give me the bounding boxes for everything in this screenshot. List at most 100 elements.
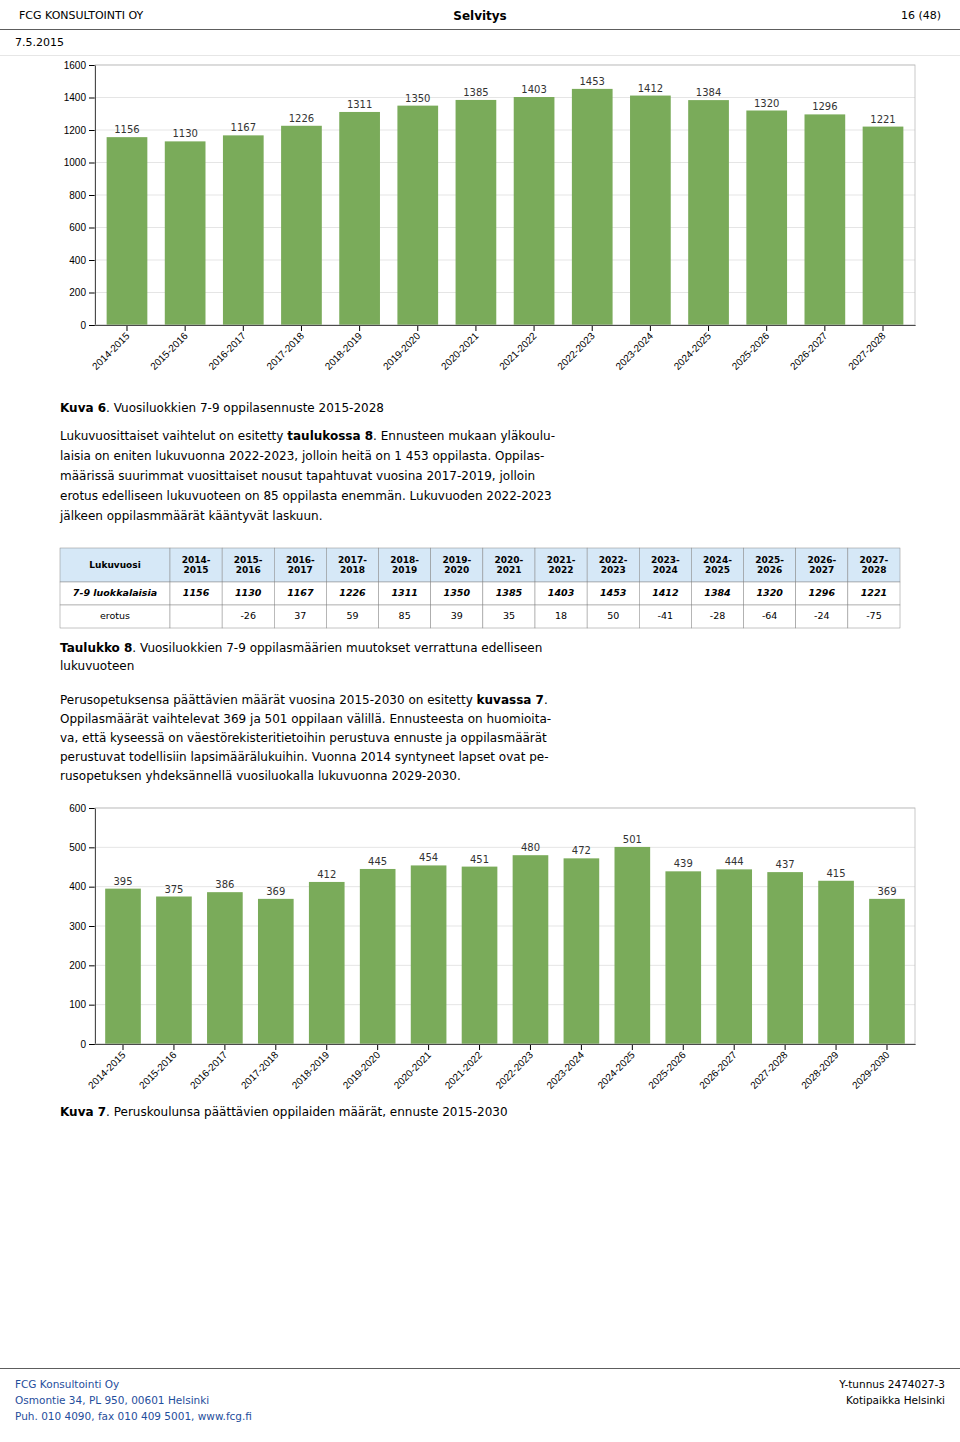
caption: Kuva 7. Peruskoulunsa päättävien oppilai… <box>60 1105 508 1119</box>
caption: lukuvuoteen <box>60 659 134 673</box>
table-header-cell <box>796 548 848 582</box>
y-tick-label: 300 <box>69 921 86 932</box>
x-tick: 2024-2025 <box>595 1044 637 1091</box>
data-label: 375 <box>164 884 183 895</box>
x-tick-mark <box>836 1044 837 1050</box>
x-tick: 2016-2017 <box>206 325 248 372</box>
x-tick-label: 2015-2016 <box>148 330 190 372</box>
table-header-line: 2017- <box>338 555 367 565</box>
bold-run: Kuva 6 <box>60 401 106 415</box>
y-tick: 500 <box>69 842 95 853</box>
y-axis: 0100200300400500600 <box>69 803 95 1050</box>
table-header-line: 2020 <box>444 564 469 574</box>
table-header-line: 2021 <box>496 564 521 574</box>
x-tick-label: 2022-2023 <box>493 1049 535 1091</box>
data-label: 1385 <box>463 87 488 98</box>
x-tick: 2015-2016 <box>137 1044 179 1091</box>
table-cell-text: -75 <box>866 610 882 621</box>
background <box>0 0 960 1442</box>
footer-right: Kotipaikka Helsinki <box>846 1394 945 1406</box>
x-tick-mark <box>475 325 476 331</box>
page: FCG KONSULTOINTI OYSelvitys16 (48)7.5.20… <box>0 0 960 1442</box>
caption: Taulukko 8. Vuosiluokkien 7-9 oppilasmää… <box>60 641 542 655</box>
x-tick: 2025-2026 <box>646 1044 688 1091</box>
table-header-cell <box>639 548 691 582</box>
data-labels: 1156113011671226131113501385140314531412… <box>114 76 895 139</box>
grid-line <box>95 97 915 98</box>
footer-left: Osmontie 34, PL 950, 00601 Helsinki <box>15 1394 209 1406</box>
x-tick: 2015-2016 <box>148 325 190 372</box>
table-cell-text: 59 <box>346 610 358 621</box>
data-label: 1453 <box>580 76 605 87</box>
x-tick-mark <box>683 1044 684 1050</box>
x-tick-label: 2018-2019 <box>323 330 365 372</box>
header-right: 16 (48) <box>901 9 941 22</box>
y-tick-mark <box>89 130 95 131</box>
table-cell-text: 1403 <box>548 587 575 598</box>
data-label: 1296 <box>812 101 837 112</box>
table-cell <box>379 605 431 628</box>
table-cell <box>379 582 431 605</box>
data-label: 1156 <box>114 124 139 135</box>
paragraph-line: va, että kyseessä on väestörekisteritiet… <box>60 731 547 745</box>
table-cell <box>326 605 378 628</box>
bar <box>165 141 206 325</box>
x-axis: 2014-20152015-20162016-20172017-20182018… <box>86 1044 915 1091</box>
y-tick-label: 100 <box>69 999 86 1010</box>
table-cell-text: -64 <box>762 610 778 621</box>
table-header-line: 2016 <box>236 564 261 574</box>
table-cell <box>848 605 900 628</box>
x-tick: 2021-2022 <box>443 1044 485 1091</box>
paragraph-line: Perusopetuksensa päättävien määrät vuosi… <box>60 693 548 707</box>
data-label: 454 <box>419 852 438 863</box>
x-tick-label: 2025-2026 <box>646 1049 688 1091</box>
x-tick-label: 2016-2017 <box>188 1049 230 1091</box>
y-tick-mark <box>89 887 95 888</box>
x-tick: 2022-2023 <box>493 1044 535 1091</box>
x-tick-label: 2019-2020 <box>381 330 423 372</box>
table-header-text: 2018-2019 <box>390 555 419 575</box>
bar <box>309 882 345 1044</box>
bar <box>514 97 555 325</box>
bar <box>462 867 498 1044</box>
table-header-text: 2019-2020 <box>442 555 471 575</box>
bar <box>863 127 904 325</box>
bar <box>281 126 322 325</box>
y-tick: 0 <box>80 1039 95 1050</box>
table-header-line: 2026 <box>757 564 782 574</box>
table-cell <box>222 605 274 628</box>
text-run: . Vuosiluokkien 7-9 oppilasennuste 2015-… <box>106 401 384 415</box>
x-tick-mark <box>417 325 418 331</box>
bold-run: Taulukko 8 <box>60 641 132 655</box>
table-header-line: 2016- <box>286 555 315 565</box>
date: 7.5.2015 <box>15 36 64 49</box>
table-cell-text: 1221 <box>861 587 887 598</box>
data-label: 451 <box>470 854 489 865</box>
x-tick-mark <box>479 1044 480 1050</box>
table-cell <box>431 582 483 605</box>
x-tick: 2020-2021 <box>392 1044 434 1091</box>
y-tick: 1600 <box>64 60 95 71</box>
table-header-line: Lukuvuosi <box>89 560 140 570</box>
x-tick-label: 2019-2020 <box>341 1049 383 1091</box>
paragraph-line: Lukuvuosittaiset vaihtelut on esitetty t… <box>60 429 555 443</box>
table-cell-text: 1226 <box>339 587 366 598</box>
paragraph-line: jälkeen oppilasmmäärät kääntyvät laskuun… <box>59 509 322 523</box>
table-cell-text: 1350 <box>444 587 471 598</box>
x-tick-label: 2026-2027 <box>697 1049 739 1091</box>
footer-rule <box>0 1368 960 1369</box>
table-header-line: 2022 <box>549 564 574 574</box>
data-label: 1311 <box>347 99 372 110</box>
data-label: 501 <box>623 834 642 845</box>
data-label: 437 <box>776 859 795 870</box>
table-cell <box>483 605 535 628</box>
data-label: 1130 <box>172 128 197 139</box>
y-tick-label: 200 <box>69 960 86 971</box>
x-tick-mark <box>428 1044 429 1050</box>
data-label: 1412 <box>638 83 663 94</box>
y-tick: 200 <box>69 960 95 971</box>
table-cell <box>431 605 483 628</box>
table-cell-text: 1453 <box>600 587 627 598</box>
y-tick: 400 <box>69 881 95 892</box>
table-header-line: 2018- <box>390 555 419 565</box>
